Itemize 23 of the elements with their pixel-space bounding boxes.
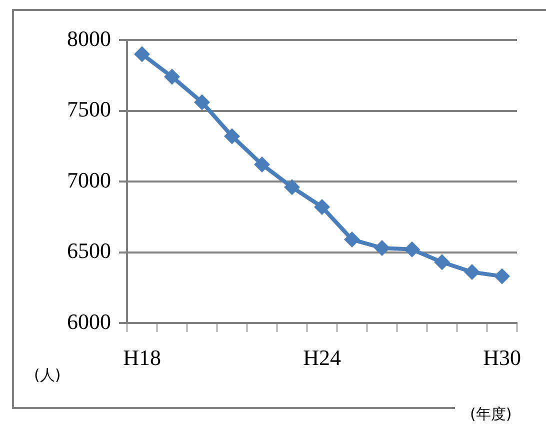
point: [404, 241, 420, 258]
y-tick-label: 7500: [67, 96, 111, 122]
y-tick-label: 8000: [67, 26, 111, 51]
point: [314, 198, 330, 215]
point: [464, 264, 480, 280]
x-tick-label: H18: [123, 344, 161, 370]
point: [134, 46, 150, 62]
x-tick-label: H30: [483, 344, 521, 370]
y-tick-label: 7000: [67, 167, 111, 192]
point: [434, 254, 450, 270]
point: [284, 179, 300, 196]
point: [254, 156, 270, 173]
point: [374, 240, 390, 256]
x-tick-label: H24: [303, 344, 341, 370]
x-axis-title: (年度): [470, 405, 512, 424]
point: [224, 128, 240, 144]
point: [494, 268, 510, 284]
y-tick-label: 6500: [67, 238, 111, 264]
point: [194, 94, 210, 110]
point: [164, 68, 180, 85]
y-axis-title: (人): [34, 366, 61, 385]
point: [344, 232, 360, 248]
y-tick-label: 6000: [67, 308, 111, 334]
